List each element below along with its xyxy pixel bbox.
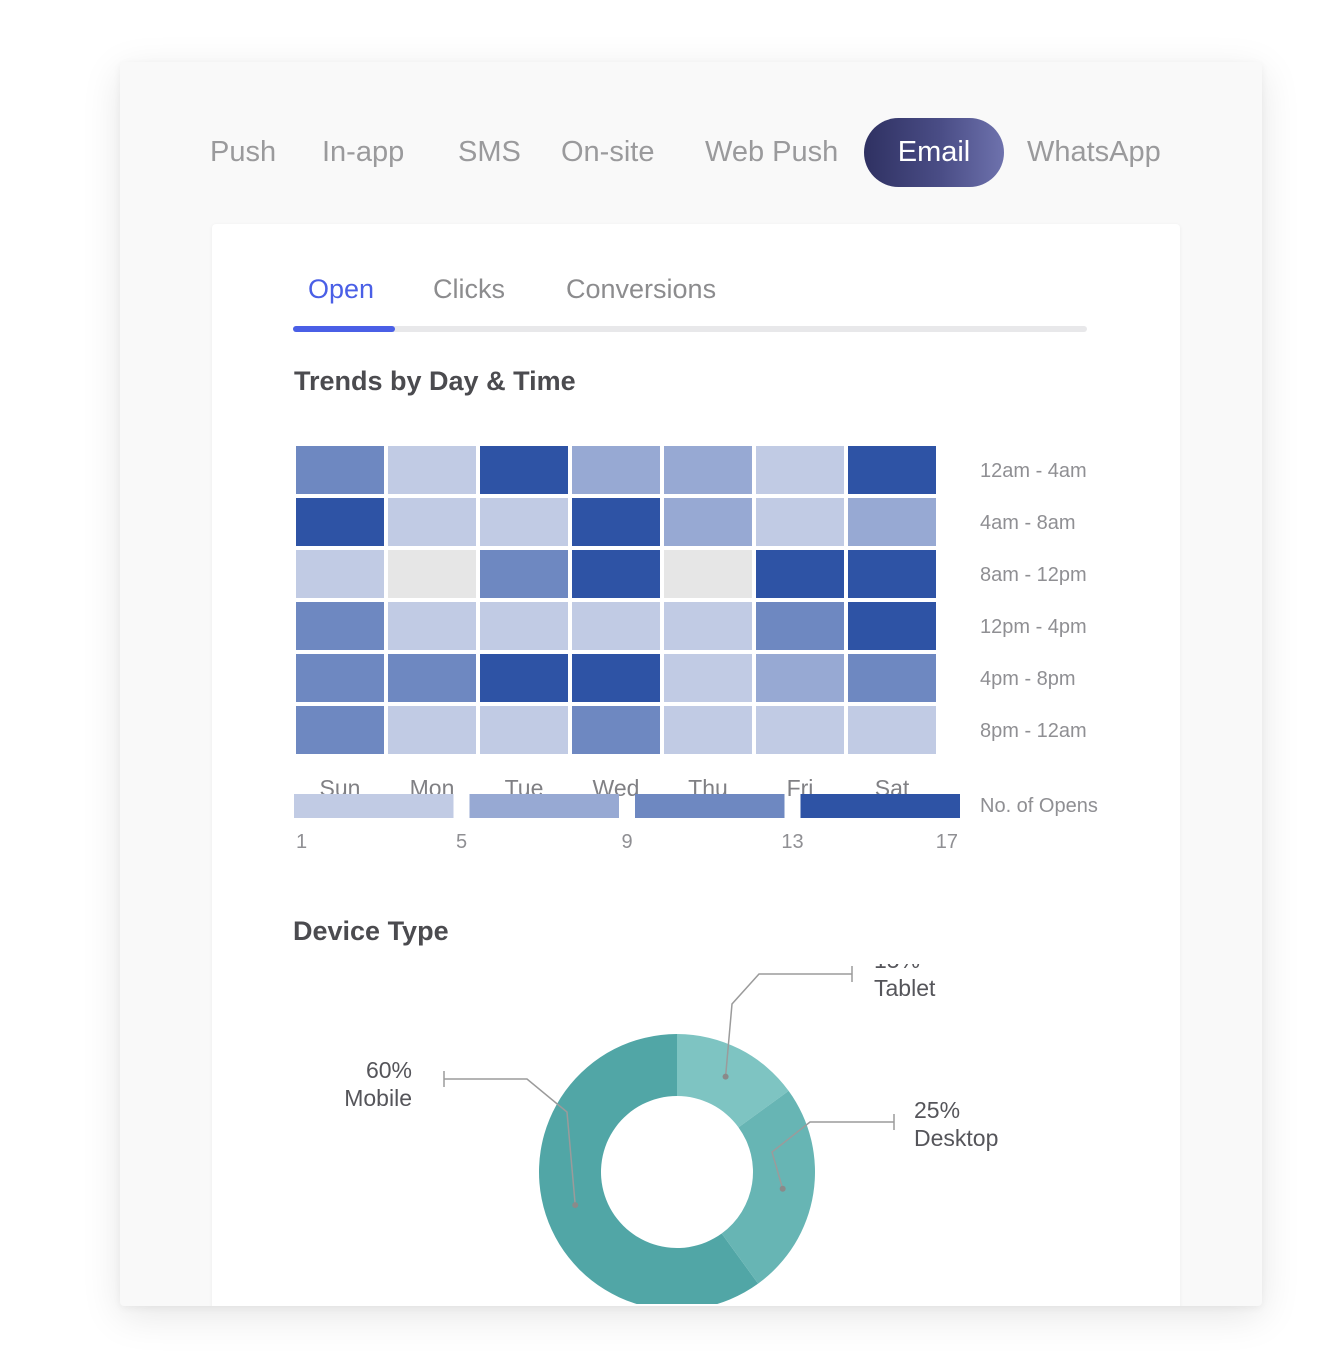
- heatmap-cell[interactable]: [572, 654, 660, 702]
- row-label: 4pm - 8pm: [980, 668, 1076, 690]
- legend-swatch: [469, 794, 619, 818]
- tab-conversions[interactable]: Conversions: [566, 274, 717, 304]
- heatmap-cell[interactable]: [664, 654, 752, 702]
- slice-percent-label: 25%: [914, 1097, 960, 1123]
- tab-on-site[interactable]: On-site: [561, 136, 655, 168]
- tab-open[interactable]: Open: [308, 274, 375, 304]
- heatmap-cell[interactable]: [756, 654, 844, 702]
- heatmap-cell[interactable]: [296, 602, 384, 650]
- analytics-card: Open Clicks Conversions Trends by Day & Ti…: [212, 224, 1180, 1306]
- leader-line: [444, 1078, 576, 1206]
- legend-swatch: [294, 794, 454, 818]
- tab-clicks[interactable]: Clicks: [433, 274, 505, 304]
- heatmap-cell[interactable]: [572, 602, 660, 650]
- legend-swatch: [800, 794, 960, 818]
- heatmap-cell[interactable]: [572, 446, 660, 494]
- tab-track: [293, 326, 1087, 332]
- slice-name-label: Desktop: [914, 1125, 998, 1151]
- legend-tick: 1: [296, 831, 307, 853]
- heatmap-cell[interactable]: [296, 550, 384, 598]
- heatmap-cell[interactable]: [296, 654, 384, 702]
- tab-in-app[interactable]: In-app: [322, 136, 405, 168]
- tab-sms[interactable]: SMS: [458, 136, 521, 168]
- heatmap-cell[interactable]: [388, 498, 476, 546]
- leader-dot: [722, 1073, 729, 1080]
- heatmap-cell[interactable]: [756, 550, 844, 598]
- legend-title: No. of Opens: [980, 795, 1098, 817]
- heatmap-cell[interactable]: [480, 706, 568, 754]
- donut-slice-desktop[interactable]: [721, 1090, 815, 1284]
- heatmap-cell[interactable]: [664, 706, 752, 754]
- trends-heatmap: 12am - 4am 4am - 8am 8am - 12pm 12pm - 4pm 4…: [294, 446, 1098, 853]
- leader-line: [771, 1121, 894, 1189]
- heatmap-cell[interactable]: [756, 446, 844, 494]
- device-type-title: Device Type: [293, 916, 449, 946]
- row-label: 12pm - 4pm: [980, 616, 1087, 638]
- heatmap-cell[interactable]: [480, 446, 568, 494]
- row-label: 8am - 12pm: [980, 564, 1087, 586]
- tab-whatsapp[interactable]: WhatsApp: [1027, 136, 1161, 168]
- heatmap-cell[interactable]: [388, 446, 476, 494]
- heatmap-cell[interactable]: [848, 706, 936, 754]
- heatmap-cell[interactable]: [756, 602, 844, 650]
- heatmap-cell[interactable]: [480, 550, 568, 598]
- heatmap-cell[interactable]: [848, 654, 936, 702]
- heatmap-cell[interactable]: [388, 550, 476, 598]
- slice-percent-label: 60%: [366, 1057, 412, 1083]
- heatmap-cell[interactable]: [480, 654, 568, 702]
- legend-tick: 9: [621, 831, 632, 853]
- heatmap-cell[interactable]: [296, 706, 384, 754]
- heatmap-cell[interactable]: [388, 654, 476, 702]
- heatmap-cell[interactable]: [756, 706, 844, 754]
- heatmap-cell[interactable]: [480, 602, 568, 650]
- legend-swatch: [635, 794, 785, 818]
- heatmap-cell[interactable]: [296, 498, 384, 546]
- leader-line: [724, 973, 852, 1077]
- trends-title: Trends by Day & Time: [294, 366, 576, 396]
- heatmap-cell[interactable]: [572, 550, 660, 598]
- heatmap-cell[interactable]: [664, 602, 752, 650]
- heatmap-cell[interactable]: [848, 550, 936, 598]
- slice-name-label: Tablet: [874, 975, 936, 1001]
- heatmap-cell[interactable]: [848, 446, 936, 494]
- donut-slice-mobile[interactable]: [539, 1034, 759, 1304]
- engagement-panel: Push In-app SMS On-site Web Push Email WhatsAp…: [120, 62, 1262, 1306]
- active-tab-indicator: [293, 326, 395, 332]
- heatmap-cell[interactable]: [572, 706, 660, 754]
- leader-dot: [779, 1185, 786, 1192]
- legend-tick: 17: [936, 831, 958, 853]
- row-label: 12am - 4am: [980, 460, 1087, 482]
- tab-email[interactable]: Email: [864, 118, 1004, 187]
- heatmap-cell[interactable]: [296, 446, 384, 494]
- leader-dot: [572, 1202, 579, 1209]
- heatmap-cell[interactable]: [848, 498, 936, 546]
- heatmap-cell[interactable]: [848, 602, 936, 650]
- device-type-donut: 60%Mobile 15% Tablet 25%Desktop: [344, 964, 998, 1304]
- heatmap-cell[interactable]: [572, 498, 660, 546]
- slice-percent-label: 15%: [874, 964, 920, 973]
- heatmap-cell[interactable]: [388, 602, 476, 650]
- row-label: 8pm - 12am: [980, 720, 1087, 742]
- tab-push[interactable]: Push: [210, 136, 277, 168]
- legend-tick: 13: [781, 831, 803, 853]
- heatmap-cell[interactable]: [388, 706, 476, 754]
- tab-web-push[interactable]: Web Push: [705, 136, 839, 168]
- legend-tick: 5: [456, 831, 467, 853]
- slice-name-label: Mobile: [344, 1085, 412, 1111]
- donut-slice-tablet[interactable]: [677, 1034, 789, 1128]
- heatmap-cell[interactable]: [664, 446, 752, 494]
- heatmap-cell[interactable]: [664, 498, 752, 546]
- heatmap-cell[interactable]: [756, 498, 844, 546]
- row-label: 4am - 8am: [980, 512, 1076, 534]
- heatmap-cell[interactable]: [664, 550, 752, 598]
- heatmap-cell[interactable]: [480, 498, 568, 546]
